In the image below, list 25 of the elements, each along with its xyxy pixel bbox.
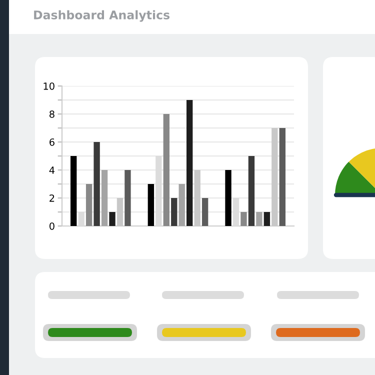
bar [109,212,116,226]
bar [101,170,108,226]
chart-title: Dashboard Analytics [34,10,170,22]
bar [256,212,262,226]
y-tick-label: 4 [49,166,55,174]
bar [264,212,270,226]
bar [163,114,170,226]
bar [171,198,178,226]
y-tick-label: 10 [44,82,54,90]
bar [248,156,255,226]
bar [202,198,208,226]
bar [186,100,193,226]
y-tick-label: 2 [50,194,54,202]
y-tick-label: 8 [50,110,54,118]
bar [70,156,77,226]
y-tick-label: 6 [50,138,54,146]
bar [178,184,185,226]
bar [124,170,131,226]
bar [94,142,100,226]
bar [240,212,247,226]
bar [86,184,92,226]
bar [148,184,154,226]
y-tick-label: 0 [50,222,54,230]
bar [279,128,286,226]
bar [225,170,232,226]
